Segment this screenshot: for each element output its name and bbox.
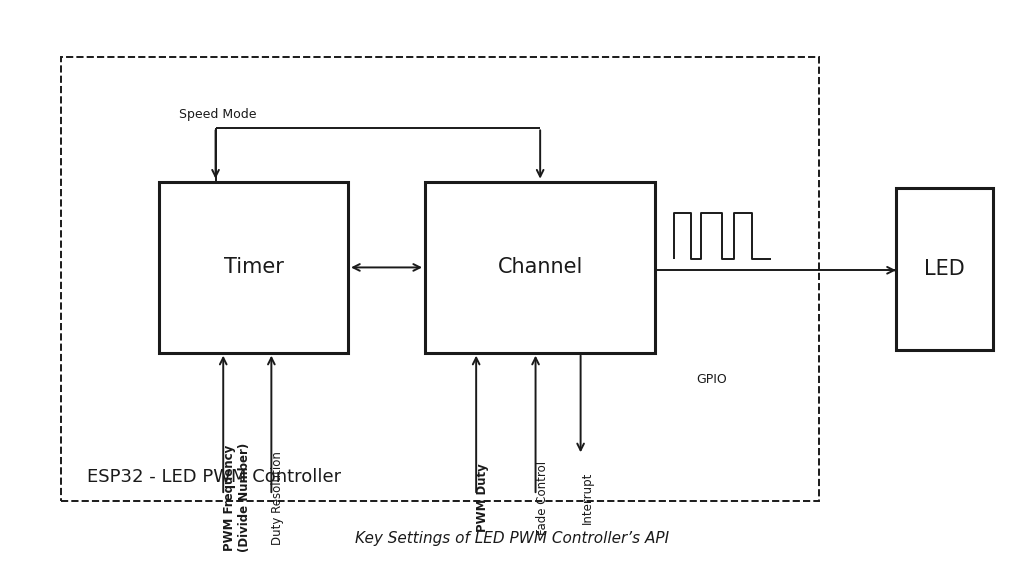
Text: Fade Control: Fade Control xyxy=(536,461,549,535)
Text: Speed Mode: Speed Mode xyxy=(179,108,257,121)
Text: Duty Resolution: Duty Resolution xyxy=(271,451,285,545)
Text: Key Settings of LED PWM Controller’s API: Key Settings of LED PWM Controller’s API xyxy=(355,531,669,546)
Text: Channel: Channel xyxy=(498,257,583,278)
Bar xyxy=(896,188,993,350)
Bar xyxy=(159,182,348,353)
Text: LED: LED xyxy=(925,259,965,279)
Bar xyxy=(425,182,655,353)
Bar xyxy=(61,57,819,501)
Text: ESP32 - LED PWM Controller: ESP32 - LED PWM Controller xyxy=(87,468,341,486)
Text: Timer: Timer xyxy=(223,257,284,278)
Text: GPIO: GPIO xyxy=(696,373,727,386)
Text: PWM Frequency
(Divide Number): PWM Frequency (Divide Number) xyxy=(223,443,251,552)
Text: Interrupt: Interrupt xyxy=(581,472,594,524)
Text: PWM Duty: PWM Duty xyxy=(476,464,489,532)
